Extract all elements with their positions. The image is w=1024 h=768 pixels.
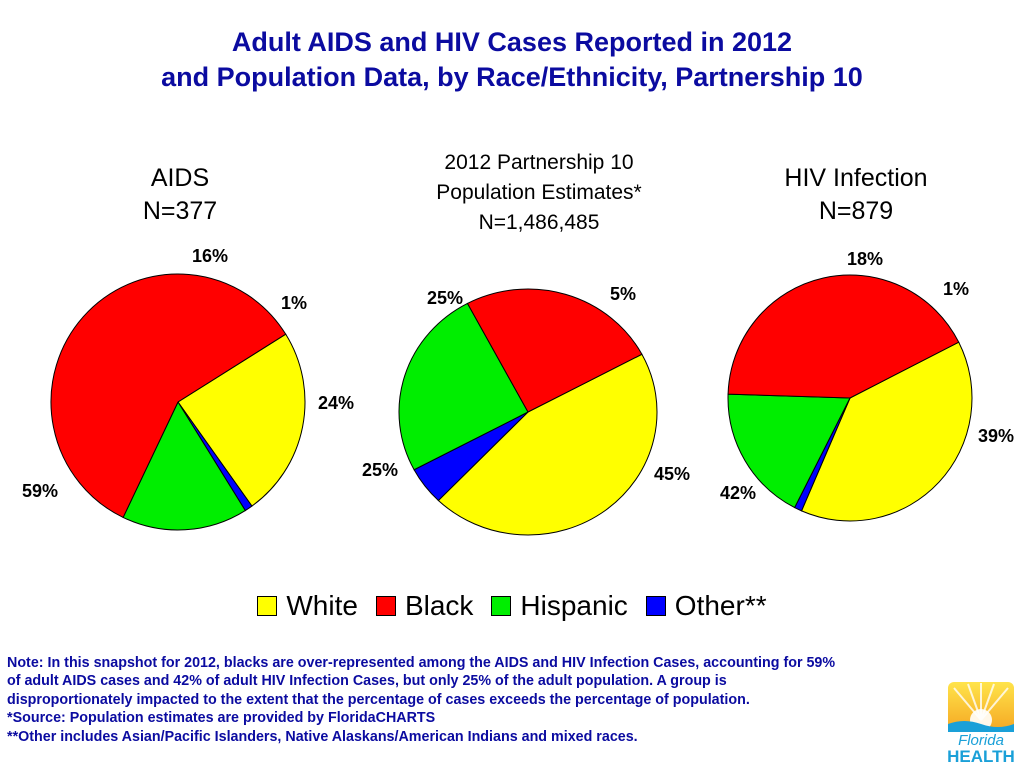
page-title: Adult AIDS and HIV Cases Reported in 201… <box>0 25 1024 95</box>
chart-legend: White Black Hispanic Other** <box>0 590 1024 622</box>
note-line-2: of adult AIDS cases and 42% of adult HIV… <box>7 673 727 690</box>
title-line-2: and Population Data, by Race/Ethnicity, … <box>161 62 863 92</box>
hiv-pie-chart: 39% 1% 18% 42% <box>720 249 1014 522</box>
legend-label-white: White <box>286 590 358 621</box>
legend-item-hispanic: Hispanic <box>491 590 628 622</box>
legend-item-white: White <box>257 590 358 622</box>
aids-title-line-2: N=377 <box>142 197 218 225</box>
pie2-label-hispanic: 18% <box>847 249 883 269</box>
population-title-line-2: Population Estimates* <box>436 181 642 204</box>
pie0-slice-white <box>177 333 306 507</box>
pie0-label-black: 59% <box>22 481 58 501</box>
legend-item-other: Other** <box>645 590 767 622</box>
pie1-label-black: 25% <box>362 460 398 480</box>
title-line-1: Adult AIDS and HIV Cases Reported in 201… <box>231 27 793 57</box>
legend-swatch-white <box>257 596 278 616</box>
hiv-chart-title: HIV Infection N=879 <box>706 162 1006 228</box>
footnotes: Note: In this snapshot for 2012, blacks … <box>7 654 1007 746</box>
pie1-slice-hispanic <box>398 302 529 471</box>
pie0-label-other: 1% <box>281 293 307 313</box>
pie2-slice-white <box>800 341 973 522</box>
pie2-slice-black <box>727 274 960 399</box>
note-line-3: disproportionately impacted to the exten… <box>7 691 750 708</box>
population-chart-title: 2012 Partnership 10 Population Estimates… <box>389 148 689 238</box>
pie2-slice-hispanic <box>727 393 851 509</box>
logo-text-line-1: Florida <box>958 732 1004 749</box>
note-line-5: **Other includes Asian/Pacific Islanders… <box>7 728 638 745</box>
pie0-slice-black <box>50 273 287 519</box>
note-line-1: Note: In this snapshot for 2012, blacks … <box>7 655 836 671</box>
pie2-label-white: 39% <box>978 426 1014 446</box>
legend-swatch-hispanic <box>491 596 512 616</box>
legend-label-other: Other** <box>674 590 767 621</box>
pie1-label-white: 45% <box>654 464 690 484</box>
hiv-title-line-1: HIV Infection <box>784 164 928 192</box>
legend-label-black: Black <box>404 590 474 621</box>
pie0-label-white: 24% <box>318 393 354 413</box>
logo-wave-icon <box>948 721 1014 732</box>
legend-swatch-black <box>375 596 396 616</box>
pie0-slice-hispanic <box>122 400 246 531</box>
population-pie-chart: 45% 5% 25% 25% <box>362 284 690 536</box>
note-line-4: *Source: Population estimates are provid… <box>7 710 436 727</box>
logo-text-line-2: HEALTH <box>947 747 1015 764</box>
aids-chart-title: AIDS N=377 <box>30 162 330 228</box>
pie2-label-black: 42% <box>720 483 756 503</box>
legend-label-hispanic: Hispanic <box>520 590 628 621</box>
population-title-line-3: N=1,486,485 <box>478 211 600 234</box>
aids-pie-chart: 24% 1% 16% 59% <box>22 246 354 531</box>
pie1-slice-white <box>437 353 658 536</box>
pie1-slice-black <box>466 288 643 413</box>
legend-swatch-other <box>645 596 666 616</box>
florida-health-logo: Florida HEALTH <box>947 682 1015 764</box>
population-title-line-1: 2012 Partnership 10 <box>444 151 634 174</box>
pie1-label-other: 5% <box>610 284 636 304</box>
pie2-label-other: 1% <box>943 279 969 299</box>
pie1-label-hispanic: 25% <box>427 288 463 308</box>
aids-title-line-1: AIDS <box>150 164 210 192</box>
pie0-label-hispanic: 16% <box>192 246 228 266</box>
hiv-title-line-2: N=879 <box>818 197 894 225</box>
legend-item-black: Black <box>375 590 474 622</box>
